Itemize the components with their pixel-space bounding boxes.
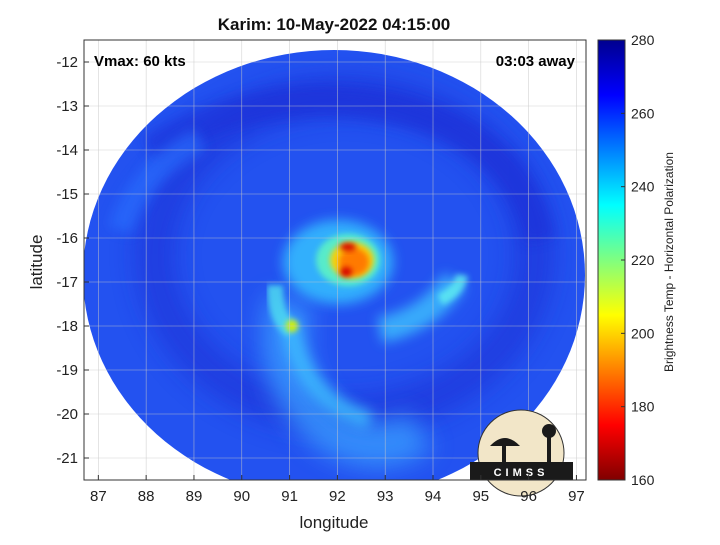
- colorbar: 160 180 200 220 240 260 280 Brightness Temp - …: [597, 32, 676, 488]
- colorbar-tick-label: 240: [631, 179, 655, 195]
- y-axis: -12 -13 -14 -15 -16 -17 -18 -19 -20 -21: [56, 54, 89, 467]
- colorbar-tick-label: 220: [631, 252, 655, 268]
- chart-title: Karim: 10-May-2022 04:15:00: [218, 15, 450, 34]
- southern-rainband-core: [281, 318, 373, 429]
- y-tick-label: -19: [56, 362, 78, 379]
- x-tick-label: 88: [138, 488, 155, 505]
- colorbar-tick-label: 160: [631, 472, 655, 488]
- x-tick-label: 97: [568, 488, 585, 505]
- x-tick-label: 94: [425, 488, 442, 505]
- grid-lines: [84, 40, 586, 480]
- y-tick-label: -12: [56, 54, 78, 71]
- y-tick-label: -13: [56, 98, 78, 115]
- northwest-brighter-patch: [108, 129, 206, 235]
- y-axis-label: latitude: [27, 235, 46, 290]
- y-tick-label: -18: [56, 318, 78, 335]
- outer-spiral-arm: [141, 86, 555, 244]
- x-tick-label: 96: [520, 488, 537, 505]
- water-tower-leg: [547, 437, 551, 462]
- dish-stand: [502, 446, 506, 462]
- x-axis: 87 88 89 90 91 92 93 94 95 96 97: [90, 475, 585, 505]
- x-tick-label: 90: [233, 488, 250, 505]
- y-tick-label: -17: [56, 274, 78, 291]
- x-tick-label: 95: [472, 488, 489, 505]
- x-tick-label: 87: [90, 488, 107, 505]
- vmax-annotation: Vmax: 60 kts: [94, 53, 186, 70]
- colorbar-tick-label: 200: [631, 325, 655, 341]
- y-tick-label: -16: [56, 230, 78, 247]
- plot-frame: [83, 39, 587, 481]
- water-tower-icon: [542, 424, 556, 438]
- logo-disc: [477, 409, 565, 497]
- x-axis-label: longitude: [299, 513, 368, 532]
- x-tick-label: 89: [186, 488, 203, 505]
- time-away-annotation: 03:03 away: [496, 53, 576, 70]
- y-tick-label: -21: [56, 450, 78, 467]
- colorbar-tick-label: 180: [631, 399, 655, 415]
- y-tick-label: -15: [56, 186, 78, 203]
- cimss-logo: CIMSS: [470, 409, 573, 497]
- logo-band: [470, 462, 573, 480]
- colorbar-label: Brightness Temp - Horizontal Polarizatio…: [662, 152, 676, 372]
- y-tick-label: -20: [56, 406, 78, 423]
- x-tick-label: 91: [281, 488, 298, 505]
- x-tick-label: 93: [377, 488, 394, 505]
- dish-icon: [490, 438, 520, 446]
- colorbar-gradient: [597, 39, 626, 481]
- colorbar-ticks: 160 180 200 220 240 260 280: [621, 32, 655, 488]
- colorbar-tick-label: 280: [631, 32, 655, 48]
- eastern-rainband-tip: [437, 273, 468, 306]
- eye-red-north: [340, 243, 356, 251]
- scan-field: [84, 50, 585, 480]
- colorbar-tick-label: 260: [631, 105, 655, 121]
- logo-text: CIMSS: [494, 467, 549, 479]
- x-tick-label: 92: [329, 488, 346, 505]
- eye-red-south: [340, 267, 352, 277]
- y-tick-label: -14: [56, 142, 78, 159]
